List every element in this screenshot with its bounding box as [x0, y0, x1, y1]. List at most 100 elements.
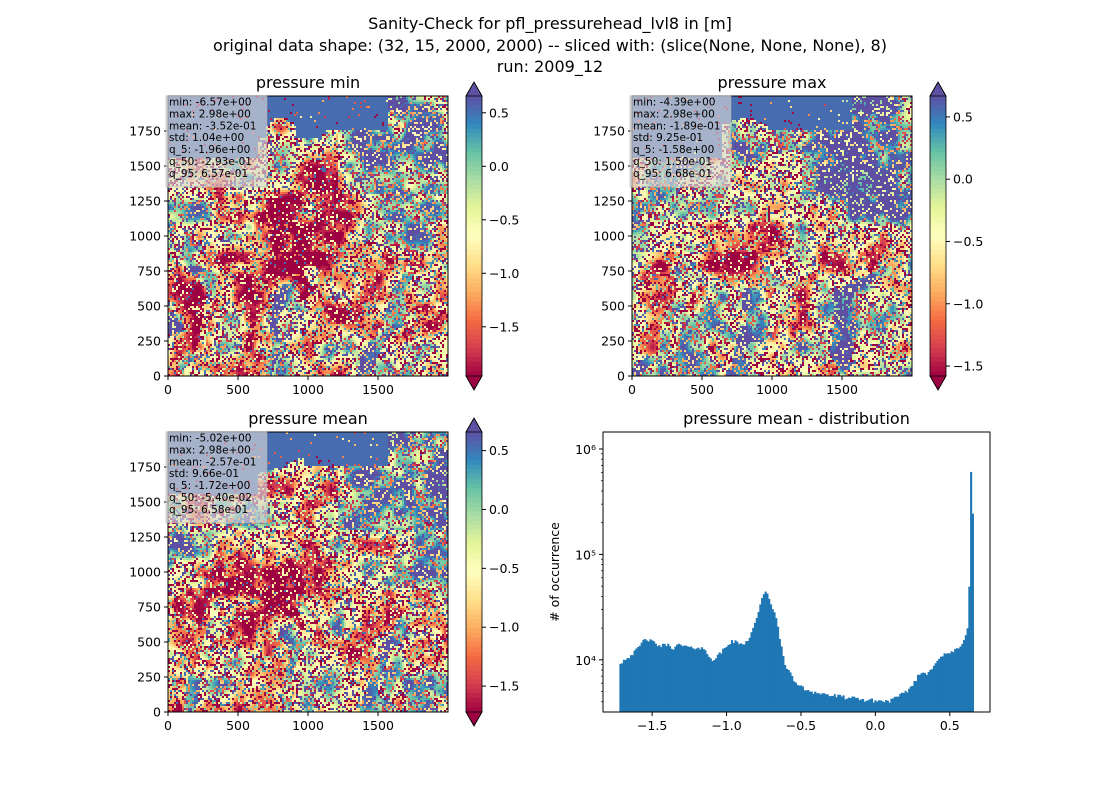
colorbar-segment: [930, 366, 946, 372]
colorbar-segment: [466, 581, 482, 587]
y-tick-label: 1000: [129, 565, 161, 580]
colorbar-segment: [466, 497, 482, 503]
stats-line: std: 9.66e-01: [169, 468, 239, 480]
stats-line: min: -5.02e+00: [169, 433, 251, 445]
histogram-bar: [856, 697, 859, 712]
histogram-bar: [755, 617, 758, 712]
x-tick-label: 1000: [292, 718, 324, 733]
colorbar-segment: [466, 240, 482, 246]
histogram-bar: [874, 700, 877, 712]
colorbar-tick-label: −1.0: [489, 620, 519, 635]
colorbar-tick-label: 0.0: [489, 159, 509, 174]
colorbar-segment: [930, 352, 946, 358]
histogram-bar: [677, 643, 680, 712]
heatmap-panel-pressure-min: pressure min 0 500 1000 1500 0 250 500 750 1000 12…: [129, 73, 519, 397]
histogram-bar: [741, 644, 744, 712]
colorbar-segment: [930, 245, 946, 251]
colorbar-segment: [930, 310, 946, 316]
colorbar: 0.5 0.0 −0.5 −1.0 −1.5: [465, 81, 519, 391]
histogram-bar: [862, 698, 865, 712]
histogram-bar: [745, 641, 748, 712]
histogram-bar: [665, 646, 668, 712]
y-tick-label: 750: [137, 264, 161, 279]
histogram-bar: [885, 700, 888, 712]
colorbar-segment: [466, 362, 482, 368]
histogram-bar: [847, 697, 850, 712]
y-tick-label: 1250: [129, 194, 161, 209]
stats-box-background: [629, 95, 732, 188]
colorbar-segment: [466, 301, 482, 307]
histogram-bar: [674, 646, 677, 712]
colorbar-segment: [930, 236, 946, 242]
colorbar-segment: [466, 534, 482, 540]
histogram-bar: [654, 643, 657, 712]
colorbar-segment: [466, 651, 482, 657]
histogram-bar: [704, 650, 707, 712]
colorbar-segment: [930, 371, 946, 377]
histogram-bar: [683, 645, 686, 712]
histogram-bar: [778, 639, 781, 712]
y-tick-label: 0: [153, 369, 161, 384]
histogram-bar: [645, 640, 649, 712]
histogram-bar: [892, 698, 895, 712]
histogram-bar: [943, 653, 946, 712]
colorbar-segment: [466, 264, 482, 270]
colorbar-segment: [466, 138, 482, 144]
colorbar-tick-label: −1.5: [489, 679, 519, 694]
stats-line: mean: -2.57e-01: [169, 456, 256, 468]
histogram-bar: [831, 696, 835, 712]
colorbar-segment: [466, 609, 482, 615]
colorbar-segment: [930, 217, 946, 223]
colorbar-segment: [466, 637, 482, 643]
colorbar-segment: [930, 170, 946, 176]
x-tick-label: 1500: [362, 718, 394, 733]
histogram-bar: [702, 649, 705, 712]
y-tick-label: 1250: [129, 530, 161, 545]
colorbar-segment: [930, 301, 946, 307]
colorbar: 0.5 0.0 −0.5 −1.0 −1.5: [929, 81, 983, 391]
histogram-bar: [746, 641, 750, 712]
histogram-bar: [658, 645, 661, 712]
colorbar-segment: [466, 702, 482, 708]
histogram-bar: [628, 658, 631, 712]
histogram-bar: [934, 663, 937, 712]
y-tick-label: 1750: [593, 124, 625, 139]
histogram-bar: [867, 700, 870, 712]
histogram-bar: [938, 658, 941, 712]
colorbar-segment: [930, 282, 946, 288]
colorbar-segment: [466, 506, 482, 512]
histogram-bar: [663, 643, 666, 712]
histogram-bar: [908, 688, 911, 712]
colorbar-segment: [930, 133, 946, 139]
y-tick-label: 500: [137, 299, 161, 314]
colorbar-segment: [466, 114, 482, 120]
histogram-bar: [707, 656, 711, 712]
stats-box-background: [165, 95, 268, 188]
histogram-bar: [729, 644, 732, 712]
histogram-bar: [801, 686, 804, 712]
x-tick-label: 500: [226, 382, 250, 397]
histogram-bar: [739, 643, 742, 712]
histogram-bar: [812, 693, 815, 712]
colorbar-tick-label: 0.5: [489, 105, 509, 120]
y-tick-label: 10⁵: [575, 547, 596, 562]
colorbar-segment: [466, 628, 482, 634]
histogram-bar: [839, 694, 842, 712]
colorbar-segment: [930, 184, 946, 190]
histogram-bar: [723, 647, 726, 712]
colorbar-tick-label: −1.0: [953, 296, 983, 311]
stats-line: q_95: 6.57e-01: [169, 168, 248, 180]
colorbar-segment: [466, 553, 482, 559]
stats-line: q_5: -1.72e+00: [169, 480, 250, 492]
colorbar-segment: [466, 558, 482, 564]
colorbar-segment: [466, 348, 482, 354]
colorbar-segment: [466, 366, 482, 372]
histogram-bar: [690, 646, 693, 712]
histogram-bar: [637, 647, 640, 712]
colorbar-segment: [930, 96, 946, 102]
colorbar: 0.5 0.0 −0.5 −1.0 −1.5: [465, 417, 519, 727]
heatmap-panel-pressure-max: pressure max 0 500 1000 1500 0 250 500 750 1000 12…: [593, 73, 983, 397]
colorbar-segment: [930, 226, 946, 232]
y-tick-label: 250: [137, 670, 161, 685]
